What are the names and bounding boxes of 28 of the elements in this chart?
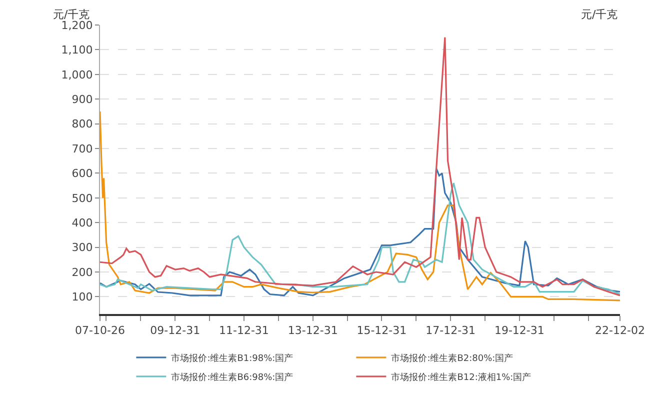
y-tick-label: 900 <box>72 92 93 106</box>
x-tick-label: 09-12-31 <box>150 324 200 337</box>
y2-axis-title: 元/千克 <box>581 8 618 21</box>
x-tick-label: 22-12-02 <box>595 324 645 337</box>
x-tick-label: 17-12-31 <box>426 324 476 337</box>
legend-label: 市场报价:维生素B6:98%:国产 <box>171 372 294 383</box>
x-tick-label: 11-12-31 <box>218 324 269 337</box>
x-tick-label: 19-12-31 <box>494 324 544 337</box>
y-tick-label: 300 <box>72 241 93 254</box>
y-tick-label: 500 <box>72 192 93 205</box>
y-tick-label: 1,200 <box>61 18 93 32</box>
y-tick-label: 800 <box>72 118 93 131</box>
y-tick-label: 100 <box>72 290 93 304</box>
y-tick-label: 400 <box>72 216 93 230</box>
y-tick-label: 1,100 <box>61 44 93 57</box>
x-tick-label: 15-12-31 <box>356 324 407 337</box>
y-tick-label: 1,000 <box>61 68 93 82</box>
line-series <box>100 36 620 296</box>
y-tick-label: 200 <box>72 266 93 279</box>
y-axis-title: 元/千克 <box>53 8 90 21</box>
x-tick-label: 07-10-26 <box>75 324 125 337</box>
line-series <box>100 110 620 302</box>
y-tick-label: 700 <box>72 142 93 156</box>
legend-label: 市场报价:维生素B12:液相1%:国产 <box>391 372 532 383</box>
legend-label: 市场报价:维生素B2:80%:国产 <box>391 352 514 364</box>
legend-label: 市场报价:维生素B1:98%:国产 <box>171 352 294 364</box>
y-tick-label: 600 <box>72 167 93 180</box>
x-tick-label: 13-12-31 <box>288 324 338 337</box>
